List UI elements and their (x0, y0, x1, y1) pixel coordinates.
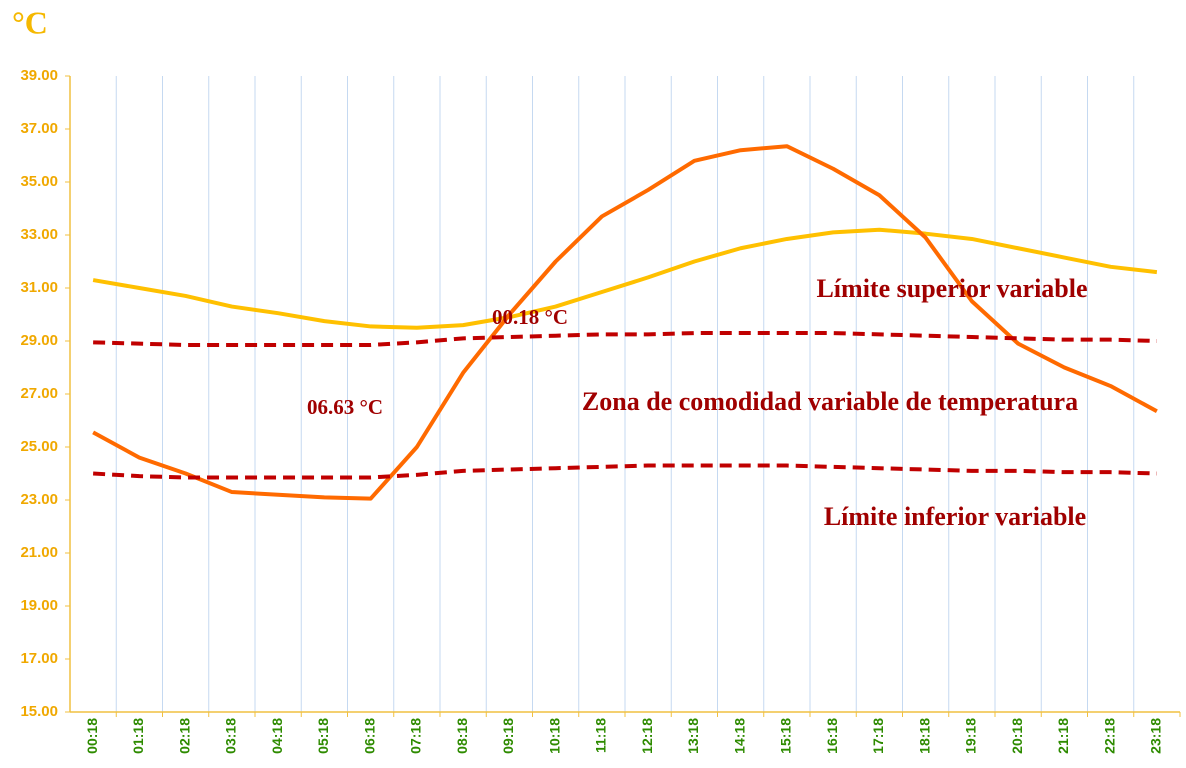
y-axis-label: °C (12, 4, 48, 40)
y-tick-label: 29.00 (20, 332, 58, 349)
y-tick-label: 19.00 (20, 597, 58, 614)
x-tick-label: 22:18 (1101, 718, 1117, 754)
x-tick-label: 23:18 (1148, 718, 1164, 754)
annotation: Límite inferior variable (824, 502, 1086, 531)
limit-line (93, 463, 1157, 480)
x-tick-label: 14:18 (731, 718, 747, 754)
x-tick-label: 13:18 (685, 718, 701, 754)
temperature-line (92, 144, 1158, 501)
x-tick-label: 00:18 (84, 718, 100, 754)
annotation: 00.18 °C (492, 305, 568, 329)
x-tick-label: 16:18 (824, 718, 840, 754)
annotation: Límite superior variable (816, 274, 1087, 303)
x-tick-label: 06:18 (361, 718, 377, 754)
x-tick-label: 15:18 (778, 718, 794, 754)
x-tick-label: 08:18 (454, 718, 470, 754)
y-tick-label: 23.00 (20, 491, 58, 508)
x-tick-label: 03:18 (223, 718, 239, 754)
x-tick-label: 17:18 (870, 718, 886, 754)
x-tick-label: 20:18 (1009, 718, 1025, 754)
y-tick-label: 15.00 (20, 703, 58, 720)
x-tick-label: 10:18 (546, 718, 562, 754)
x-tick-label: 05:18 (315, 718, 331, 754)
x-tick-label: 18:18 (916, 718, 932, 754)
annotation: Zona de comodidad variable de temperatur… (582, 387, 1078, 416)
y-tick-label: 25.00 (20, 438, 58, 455)
limit-line (93, 331, 1157, 347)
y-tick-label: 17.00 (20, 650, 58, 667)
y-tick-label: 21.00 (20, 544, 58, 561)
x-tick-label: 09:18 (500, 718, 516, 754)
x-tick-label: 11:18 (593, 718, 609, 753)
y-tick-label: 37.00 (20, 120, 58, 137)
temperature-line (92, 227, 1158, 330)
x-tick-label: 04:18 (269, 718, 285, 754)
x-tick-label: 12:18 (639, 718, 655, 754)
x-tick-label: 21:18 (1055, 718, 1071, 754)
y-tick-label: 39.00 (20, 67, 58, 84)
x-tick-label: 01:18 (130, 718, 146, 754)
y-tick-label: 33.00 (20, 226, 58, 243)
x-tick-label: 02:18 (176, 718, 192, 754)
x-tick-label: 07:18 (408, 718, 424, 754)
annotation: 06.63 °C (307, 395, 383, 419)
y-tick-label: 27.00 (20, 385, 58, 402)
x-tick-label: 19:18 (963, 718, 979, 754)
y-tick-label: 35.00 (20, 173, 58, 190)
y-tick-label: 31.00 (20, 279, 58, 296)
